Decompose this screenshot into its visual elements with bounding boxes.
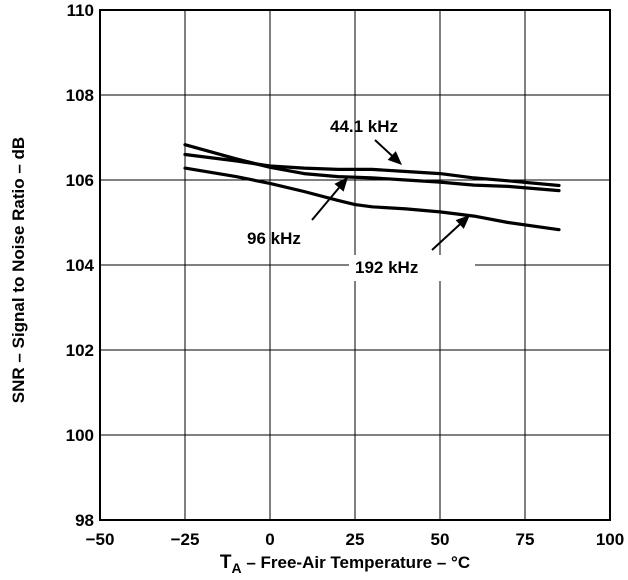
y-tick-label: 106 xyxy=(66,171,94,190)
annotation-label: 96 kHz xyxy=(247,229,301,248)
series-layer xyxy=(183,143,561,232)
x-axis-title-rest: – Free-Air Temperature – °C xyxy=(242,553,471,572)
x-tick-label: −25 xyxy=(171,530,200,549)
x-tick-label: 75 xyxy=(516,530,535,549)
arrowhead xyxy=(455,215,470,229)
x-tick-labels: −50 −25 0 25 50 75 100 xyxy=(86,530,625,549)
x-tick-label: −50 xyxy=(86,530,115,549)
x-tick-label: 25 xyxy=(346,530,365,549)
annotation-192-khz: 192 kHz xyxy=(349,215,475,281)
series-line-96-khz xyxy=(183,143,561,193)
grid-lines xyxy=(100,10,610,520)
y-tick-label: 104 xyxy=(66,256,95,275)
x-axis-title: TA – Free-Air Temperature – °C xyxy=(220,552,470,576)
x-tick-label: 100 xyxy=(596,530,624,549)
annotation-44-1-khz: 44.1 kHz xyxy=(330,117,402,165)
leader-line xyxy=(311,187,340,221)
annotation-96-khz: 96 kHz xyxy=(247,177,348,248)
annotation-label: 192 kHz xyxy=(355,258,418,277)
x-axis-title-main: T xyxy=(220,552,232,573)
y-tick-label: 100 xyxy=(66,426,94,445)
leader-line xyxy=(431,223,461,251)
annotation-layer: 44.1 kHz 96 kHz 192 kHz xyxy=(247,117,475,281)
x-axis-title-subscript: A xyxy=(231,560,241,576)
series-line-192-khz xyxy=(183,166,561,232)
y-axis-title: SNR – Signal to Noise Ratio – dB xyxy=(9,137,28,403)
plot-frame xyxy=(99,9,611,521)
x-tick-label: 0 xyxy=(265,530,274,549)
leader-line xyxy=(374,139,393,157)
y-tick-labels: 98 100 102 104 106 108 110 xyxy=(66,1,95,530)
y-tick-label: 102 xyxy=(66,341,94,360)
y-tick-label: 108 xyxy=(66,86,94,105)
arrowhead xyxy=(387,151,402,165)
label-background xyxy=(349,255,475,281)
arrowhead xyxy=(334,177,348,192)
y-tick-label: 98 xyxy=(75,511,94,530)
annotation-label: 44.1 kHz xyxy=(330,117,398,136)
y-tick-label: 110 xyxy=(67,1,94,20)
x-tick-label: 50 xyxy=(431,530,450,549)
